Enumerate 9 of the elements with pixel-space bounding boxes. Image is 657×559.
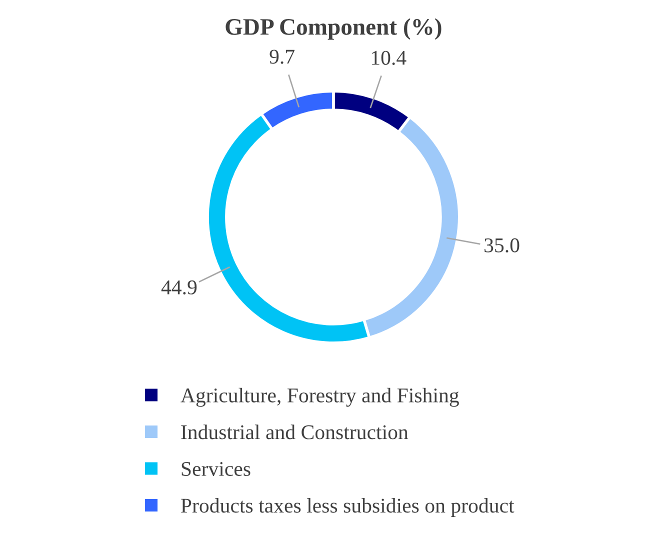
data-label: 44.9 (161, 280, 197, 294)
legend-label: Industrial and Construction (181, 424, 408, 440)
legend-label: Products taxes less subsidies on product (181, 498, 514, 517)
chart-title: GDP Component (%) (226, 18, 442, 40)
data-label: 35.0 (484, 238, 520, 252)
data-label: 9.7 (270, 50, 294, 64)
legend-label: Services (182, 462, 250, 476)
data-label: 10.4 (372, 50, 406, 65)
legend-label: Agriculture, Forestry and Fishing (180, 388, 459, 407)
